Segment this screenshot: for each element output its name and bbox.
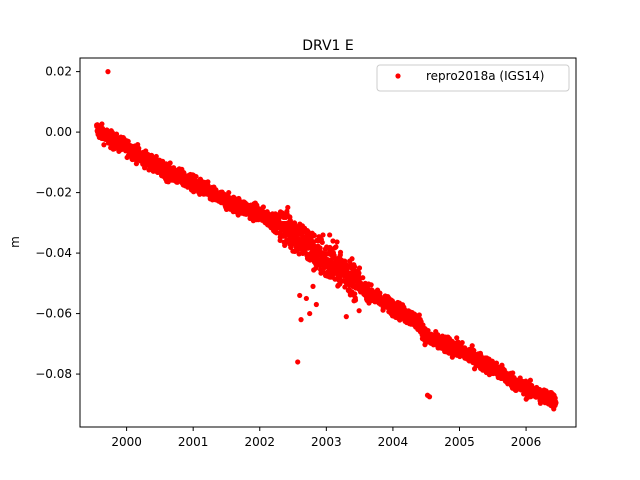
x-axis: 2000 2001 2002 2003 2004 2005 2006 [111, 427, 541, 449]
y-axis: 0.02 0.00 −0.02 −0.04 −0.06 −0.08 [35, 65, 80, 381]
data-point [99, 121, 105, 127]
y-tick-label: 0.02 [45, 65, 72, 79]
data-point [254, 202, 260, 208]
data-point [311, 232, 317, 238]
data-points [94, 69, 559, 412]
data-point [319, 239, 325, 246]
data-point [489, 358, 495, 364]
data-point [459, 340, 465, 346]
data-point [101, 142, 107, 148]
data-point [426, 394, 433, 400]
data-point [297, 292, 303, 299]
data-point [342, 284, 348, 290]
legend-box [376, 64, 570, 92]
data-point [352, 291, 358, 297]
legend-label: repro2018a (IGS14) [426, 69, 544, 83]
data-point [310, 283, 316, 289]
data-point [553, 400, 559, 406]
y-tick-label: −0.02 [35, 186, 72, 200]
data-point [333, 244, 339, 250]
data-point [349, 256, 355, 262]
y-tick-label: −0.04 [35, 246, 72, 260]
data-point [313, 265, 319, 271]
data-point [226, 190, 232, 196]
data-point [351, 264, 358, 270]
legend-marker [395, 73, 401, 79]
data-point [313, 301, 319, 308]
data-point [136, 145, 142, 151]
x-tick-label: 2006 [511, 435, 542, 449]
data-point [350, 283, 356, 289]
data-point [416, 312, 422, 318]
data-point [295, 359, 301, 365]
data-point [469, 343, 475, 349]
x-tick-label: 2003 [311, 435, 342, 449]
y-tick-label: 0.00 [45, 125, 72, 139]
y-tick-label: −0.08 [35, 367, 72, 381]
data-point [317, 245, 323, 251]
data-point [125, 138, 131, 144]
plot-frame [79, 57, 577, 428]
data-point [330, 238, 336, 244]
y-axis-label: m [8, 236, 22, 248]
x-tick-label: 2000 [111, 435, 142, 449]
data-point [352, 297, 359, 303]
data-point [337, 249, 344, 255]
data-point [356, 308, 362, 314]
data-point [287, 214, 293, 220]
data-point [368, 282, 374, 288]
data-point [320, 232, 326, 238]
data-point [298, 317, 304, 323]
data-point [454, 335, 460, 341]
data-point [153, 153, 159, 160]
data-point [303, 295, 309, 302]
data-point [356, 265, 363, 271]
data-point [493, 360, 500, 366]
data-point [527, 377, 534, 383]
data-point [425, 327, 431, 334]
data-point [510, 370, 516, 376]
data-point [343, 314, 349, 320]
y-tick-label: −0.06 [35, 307, 72, 321]
data-point [260, 204, 266, 210]
data-point [334, 239, 340, 245]
data-point [307, 310, 313, 317]
data-point [113, 131, 120, 137]
chart-title: DRV1 E [302, 38, 354, 54]
data-point [193, 173, 199, 180]
data-point [167, 160, 173, 166]
data-point [327, 232, 333, 238]
x-tick-label: 2002 [244, 435, 275, 449]
x-tick-label: 2004 [378, 435, 409, 449]
data-point [285, 204, 291, 211]
x-tick-label: 2005 [444, 435, 475, 449]
legend: repro2018a (IGS14) [376, 64, 570, 92]
data-point [105, 69, 111, 75]
data-point [356, 270, 362, 276]
x-tick-label: 2001 [178, 435, 209, 449]
data-point [360, 275, 366, 281]
